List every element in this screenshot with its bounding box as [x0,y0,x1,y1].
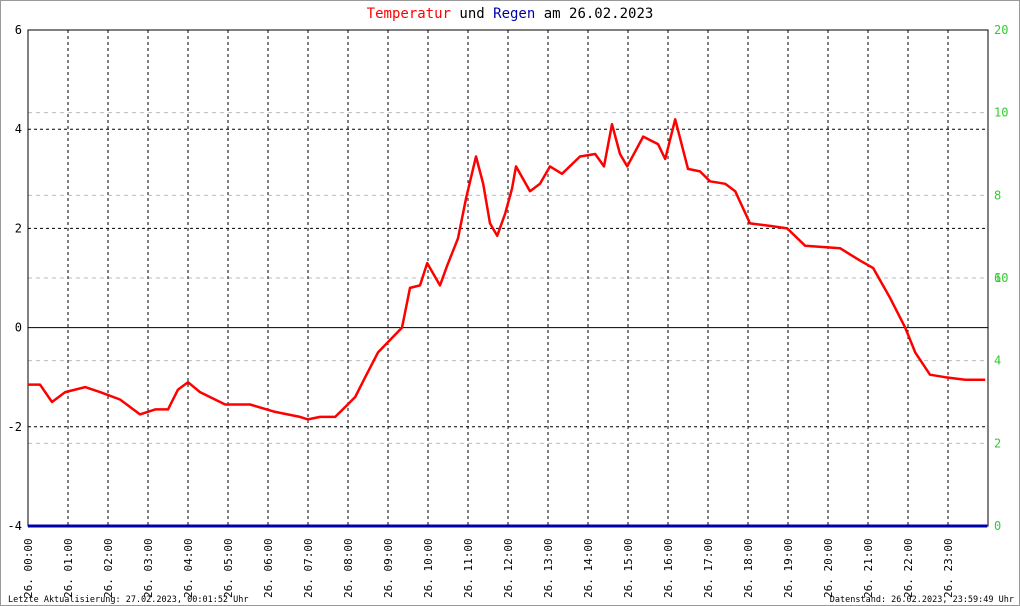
x-tick-label: 26. 03:00 [142,538,155,598]
x-tick-label: 26. 17:00 [702,538,715,598]
x-tick-label: 26. 20:00 [822,538,835,598]
x-tick-label: 26. 09:00 [382,538,395,598]
x-tick-label: 26. 10:00 [422,538,435,598]
series-line [28,118,986,421]
title-connector: und [459,6,484,22]
y2-tick-label: 10 [994,271,1008,285]
footer-left: Letzte Aktualisierung: 27.02.2023, 00:01… [8,595,249,605]
x-tick-label: 26. 21:00 [862,538,875,598]
chart-title: Temperatur und Regen am 26.02.2023 [367,6,654,22]
x-tick-label: 26. 05:00 [222,538,235,598]
x-tick-label: 26. 06:00 [262,538,275,598]
y2-tick-label: 0 [994,519,1001,533]
x-tick-label: 26. 08:00 [342,538,355,598]
title-series-1: Temperatur [367,6,451,22]
y2-tick-label: 6 [994,271,1001,285]
x-tick-label: 26. 23:00 [942,538,955,598]
x-tick-label: 26. 19:00 [782,538,795,598]
x-tick-label: 26. 14:00 [582,538,595,598]
y-tick-label: -4 [8,519,22,533]
x-tick-label: 26. 18:00 [742,538,755,598]
y-tick-label: 2 [15,221,22,235]
x-tick-label: 26. 00:00 [22,538,35,598]
y2-tick-label: 10 [994,106,1008,120]
y-tick-label: 0 [15,321,22,335]
y2-tick-label: 8 [994,188,1001,202]
title-series-2: Regen [493,6,535,22]
x-tick-label: 26. 02:00 [102,538,115,598]
y2-tick-label: 2 [994,436,1001,450]
x-tick-label: 26. 15:00 [622,538,635,598]
x-tick-label: 26. 22:00 [902,538,915,598]
y-tick-label: -2 [8,420,22,434]
y-tick-label: 4 [15,122,22,136]
y2-tick-label: 20 [994,23,1008,37]
x-tick-label: 26. 16:00 [662,538,675,598]
x-tick-label: 26. 12:00 [502,538,515,598]
x-tick-label: 26. 01:00 [62,538,75,598]
footer-right: Datenstand: 26.02.2023, 23:59:49 Uhr [830,595,1014,605]
y2-tick-label: 4 [994,354,1001,368]
x-tick-label: 26. 11:00 [462,538,475,598]
x-tick-label: 26. 04:00 [182,538,195,598]
x-tick-label: 26. 07:00 [302,538,315,598]
title-date: am 26.02.2023 [544,6,654,22]
x-tick-label: 26. 13:00 [542,538,555,598]
y-tick-label: 6 [15,23,22,37]
